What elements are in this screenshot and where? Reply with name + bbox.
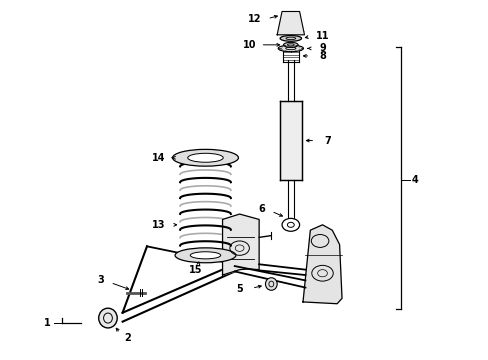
Polygon shape xyxy=(277,12,304,35)
Text: 6: 6 xyxy=(258,204,264,214)
Polygon shape xyxy=(303,225,341,304)
Text: 2: 2 xyxy=(124,333,131,343)
Polygon shape xyxy=(222,214,259,275)
Ellipse shape xyxy=(99,308,117,328)
Ellipse shape xyxy=(172,149,238,166)
Text: 12: 12 xyxy=(247,14,261,24)
Ellipse shape xyxy=(190,252,220,259)
Text: 3: 3 xyxy=(97,275,104,285)
Ellipse shape xyxy=(175,248,235,263)
Text: 1: 1 xyxy=(43,319,50,328)
Text: 15: 15 xyxy=(188,265,202,275)
Ellipse shape xyxy=(278,45,303,51)
Text: 10: 10 xyxy=(242,40,256,50)
Text: 7: 7 xyxy=(324,136,330,145)
Text: 8: 8 xyxy=(319,51,325,61)
Ellipse shape xyxy=(280,36,301,41)
Text: 11: 11 xyxy=(315,31,328,41)
Text: 4: 4 xyxy=(411,175,418,185)
Text: 5: 5 xyxy=(236,284,243,294)
Text: 14: 14 xyxy=(152,153,165,163)
Text: 13: 13 xyxy=(152,220,165,230)
Ellipse shape xyxy=(187,153,223,162)
Ellipse shape xyxy=(265,278,277,290)
Bar xyxy=(280,101,301,180)
Ellipse shape xyxy=(283,42,298,48)
Text: 9: 9 xyxy=(319,44,325,53)
